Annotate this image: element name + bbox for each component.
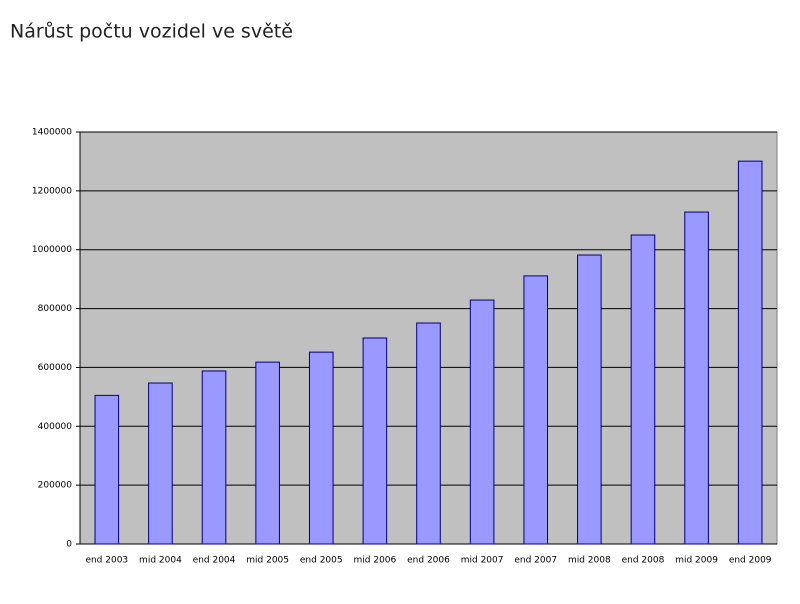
y-tick-label: 600000 bbox=[38, 363, 73, 373]
bar bbox=[684, 211, 709, 545]
x-tick-label: mid 2007 bbox=[461, 556, 504, 566]
y-tick-label: 400000 bbox=[38, 422, 73, 432]
bar bbox=[148, 382, 173, 545]
bar bbox=[308, 351, 334, 545]
x-tick-label: end 2009 bbox=[729, 556, 772, 566]
x-tick-label: mid 2008 bbox=[568, 556, 611, 566]
y-tick-label: 200000 bbox=[38, 481, 73, 491]
x-tick-label: mid 2009 bbox=[675, 556, 718, 566]
bar bbox=[577, 254, 602, 545]
y-tick-label: 800000 bbox=[38, 304, 73, 314]
bar bbox=[94, 394, 120, 545]
x-tick-label: end 2008 bbox=[622, 556, 665, 566]
x-tick-label: end 2003 bbox=[85, 556, 128, 566]
y-tick-label: 1000000 bbox=[32, 245, 72, 255]
x-tick-label: end 2004 bbox=[193, 556, 236, 566]
x-tick-label: end 2005 bbox=[300, 556, 343, 566]
x-tick-label: end 2006 bbox=[407, 556, 450, 566]
x-tick-label: mid 2004 bbox=[139, 556, 182, 566]
x-tick-label: end 2007 bbox=[514, 556, 557, 566]
bar bbox=[255, 361, 280, 545]
x-tick-label: mid 2006 bbox=[354, 556, 397, 566]
bar bbox=[416, 322, 441, 545]
bar bbox=[737, 160, 763, 545]
bar bbox=[201, 370, 227, 545]
y-tick-label: 1400000 bbox=[32, 128, 72, 138]
chart-title: Nárůst počtu vozidel ve světě bbox=[10, 21, 293, 43]
y-tick-label: 0 bbox=[66, 540, 72, 550]
bar bbox=[523, 275, 549, 545]
y-tick-label: 1200000 bbox=[32, 186, 72, 196]
bar bbox=[362, 337, 388, 545]
bar bbox=[469, 299, 495, 545]
bar bbox=[630, 234, 656, 545]
x-tick-label: mid 2005 bbox=[246, 556, 289, 566]
